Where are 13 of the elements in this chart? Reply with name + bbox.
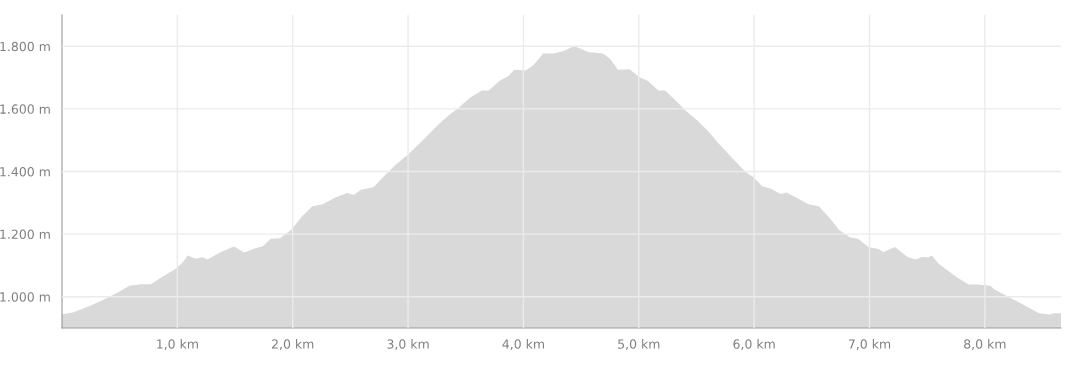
y-tick-label: 1.800 m — [0, 41, 50, 52]
x-tick-label: 3,0 km — [387, 339, 429, 351]
x-tick-label: 4,0 km — [502, 339, 545, 351]
y-tick-label: 1.000 m — [0, 292, 50, 302]
x-tick-label: 5,0 km — [618, 339, 660, 351]
x-tick-label: 8,0 km — [964, 339, 1006, 351]
x-tick-label: 7,0 km — [848, 339, 891, 351]
y-tick-label: 1.400 m — [0, 166, 50, 177]
x-tick-label: 6,0 km — [733, 339, 775, 351]
y-tick-label: 1.600 m — [0, 104, 50, 114]
y-tick-label: 1.200 m — [0, 229, 50, 240]
x-tick-label: 2,0 km — [272, 339, 314, 351]
x-tick-label: 1,0 km — [157, 339, 198, 351]
